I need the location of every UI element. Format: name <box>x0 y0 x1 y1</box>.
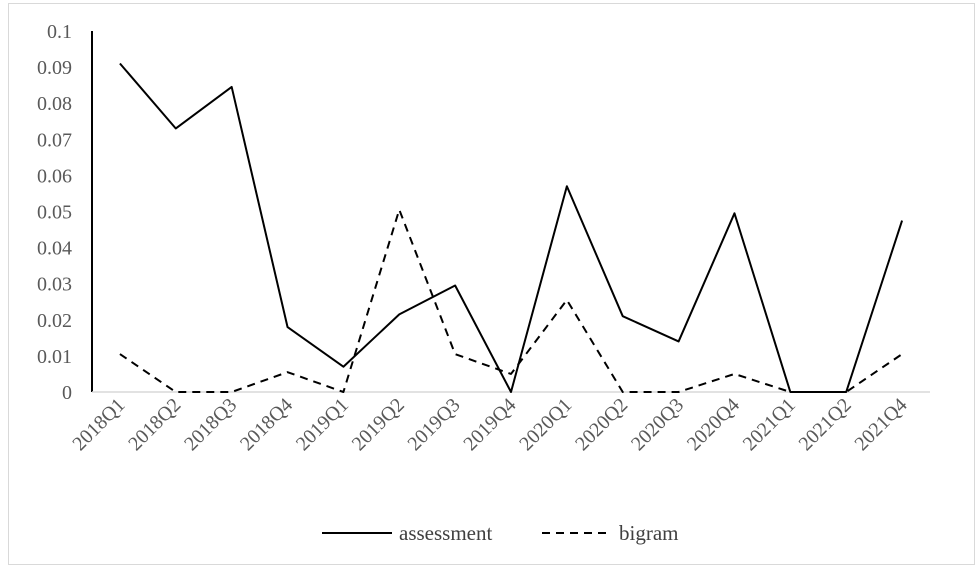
x-tick-label: 2020Q2 <box>571 394 632 455</box>
series-lines <box>119 62 904 393</box>
y-tick-label: 0.1 <box>47 21 72 43</box>
y-tick-label: 0.06 <box>37 165 72 187</box>
legend-label-bigram: bigram <box>619 521 678 545</box>
x-tick-label: 2019Q3 <box>404 394 465 455</box>
x-tick-label: 2018Q3 <box>180 394 241 455</box>
y-tick-label: 0.05 <box>37 202 72 224</box>
x-tick-label: 2020Q3 <box>627 394 688 455</box>
x-tick-label: 2021Q1 <box>739 394 800 455</box>
y-axis: 0 0.01 0.02 0.03 0.04 0.05 0.06 0.07 0.08 0.09 0.1 <box>37 21 93 404</box>
legend-label-assessment: assessment <box>399 521 492 545</box>
y-tick-label: 0.08 <box>37 93 72 115</box>
series-line-assessment <box>119 62 904 393</box>
series-line-bigram <box>119 208 903 393</box>
x-tick-label: 2020Q4 <box>683 394 744 455</box>
x-tick-label: 2019Q2 <box>348 394 409 455</box>
x-tick-label: 2021Q2 <box>795 394 856 455</box>
y-tick-label: 0 <box>62 382 72 404</box>
legend: assessment bigram <box>322 521 678 545</box>
x-tick-label: 2019Q1 <box>292 394 353 455</box>
x-axis: 2018Q12018Q22018Q32018Q42019Q12019Q22019… <box>68 391 930 455</box>
chart-frame <box>8 3 975 565</box>
y-tick-label: 0.09 <box>37 57 72 79</box>
x-tick-label: 2018Q1 <box>68 394 129 455</box>
x-tick-label: 2018Q4 <box>236 394 297 455</box>
y-tick-label: 0.07 <box>37 129 72 151</box>
x-tick-label: 2021Q4 <box>850 394 911 455</box>
x-tick-label: 2018Q2 <box>124 394 185 455</box>
x-tick-label: 2020Q1 <box>515 394 576 455</box>
y-tick-label: 0.01 <box>37 346 72 368</box>
y-tick-label: 0.04 <box>37 238 72 260</box>
y-tick-label: 0.02 <box>37 310 72 332</box>
y-tick-label: 0.03 <box>37 274 72 296</box>
x-tick-label: 2019Q4 <box>459 394 520 455</box>
